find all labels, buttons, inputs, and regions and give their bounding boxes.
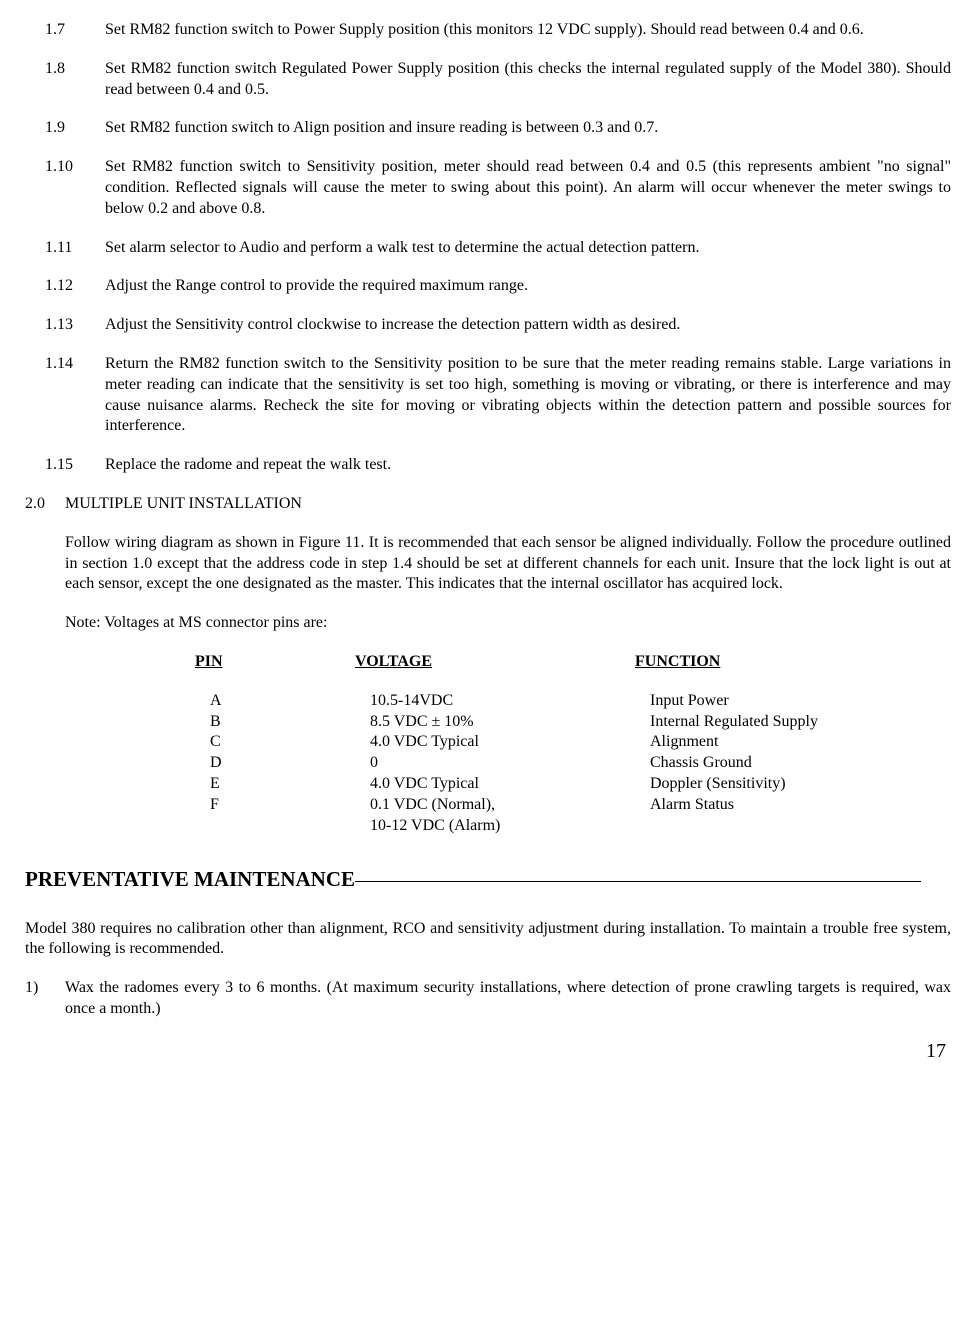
main-heading: PREVENTATIVE MAINTENANCE	[25, 866, 951, 893]
section-paragraph: Follow wiring diagram as shown in Figure…	[25, 533, 951, 595]
cell-function: Chassis Ground	[650, 753, 951, 774]
cell-pin: F	[195, 795, 370, 816]
cell-function: Doppler (Sensitivity)	[650, 774, 951, 795]
cell-function: Alarm Status	[650, 795, 951, 816]
item-text: Set RM82 function switch to Align positi…	[105, 118, 951, 139]
numbered-list: 1.7 Set RM82 function switch to Power Su…	[25, 20, 951, 476]
cell-voltage: 0	[370, 753, 650, 774]
cell-pin: E	[195, 774, 370, 795]
cell-function: Input Power	[650, 691, 951, 712]
cell-pin: A	[195, 691, 370, 712]
item-text: Adjust the Range control to provide the …	[105, 276, 951, 297]
item-number: 1.7	[25, 20, 105, 41]
item-text: Adjust the Sensitivity control clockwise…	[105, 315, 951, 336]
section-title: MULTIPLE UNIT INSTALLATION	[65, 494, 951, 515]
table-row: 10-12 VDC (Alarm)	[195, 816, 951, 837]
cell-pin: C	[195, 732, 370, 753]
cell-voltage: 10.5-14VDC	[370, 691, 650, 712]
list-item: 1.15 Replace the radome and repeat the w…	[25, 455, 951, 476]
cell-voltage: 4.0 VDC Typical	[370, 774, 650, 795]
header-pin: PIN	[195, 652, 355, 673]
list-item: 1.11 Set alarm selector to Audio and per…	[25, 238, 951, 259]
list-item: 1.12 Adjust the Range control to provide…	[25, 276, 951, 297]
cell-voltage: 8.5 VDC ± 10%	[370, 712, 650, 733]
item-number: 1.10	[25, 157, 105, 219]
header-voltage: VOLTAGE	[355, 652, 635, 673]
item-number: 1.13	[25, 315, 105, 336]
maintenance-item: 1) Wax the radomes every 3 to 6 months. …	[25, 978, 951, 1020]
cell-pin	[195, 816, 370, 837]
table-header-row: PIN VOLTAGE FUNCTION	[195, 652, 951, 673]
list-item: 1.9 Set RM82 function switch to Align po…	[25, 118, 951, 139]
item-text: Set alarm selector to Audio and perform …	[105, 238, 951, 259]
table-row: A 10.5-14VDC Input Power	[195, 691, 951, 712]
cell-pin: D	[195, 753, 370, 774]
table-row: E 4.0 VDC Typical Doppler (Sensitivity)	[195, 774, 951, 795]
item-text: Set RM82 function switch to Sensitivity …	[105, 157, 951, 219]
maintenance-paragraph: Model 380 requires no calibration other …	[25, 919, 951, 961]
table-row: D 0 Chassis Ground	[195, 753, 951, 774]
heading-underline	[355, 881, 921, 882]
heading-text: PREVENTATIVE MAINTENANCE	[25, 866, 355, 893]
item-number: 1.11	[25, 238, 105, 259]
cell-function	[650, 816, 951, 837]
item-text: Replace the radome and repeat the walk t…	[105, 455, 951, 476]
cell-pin: B	[195, 712, 370, 733]
header-function: FUNCTION	[635, 652, 951, 673]
item-number: 1.15	[25, 455, 105, 476]
item-number: 1.9	[25, 118, 105, 139]
list-item: 1.13 Adjust the Sensitivity control cloc…	[25, 315, 951, 336]
item-text: Set RM82 function switch to Power Supply…	[105, 20, 951, 41]
list-item: 1.14 Return the RM82 function switch to …	[25, 354, 951, 437]
maint-item-number: 1)	[25, 978, 65, 1020]
note-text: Note: Voltages at MS connector pins are:	[25, 613, 951, 634]
item-text: Return the RM82 function switch to the S…	[105, 354, 951, 437]
table-row: B 8.5 VDC ± 10% Internal Regulated Suppl…	[195, 712, 951, 733]
list-item: 1.7 Set RM82 function switch to Power Su…	[25, 20, 951, 41]
item-number: 1.14	[25, 354, 105, 437]
section-number: 2.0	[25, 494, 65, 515]
cell-voltage: 4.0 VDC Typical	[370, 732, 650, 753]
page-number: 17	[25, 1038, 951, 1064]
item-number: 1.8	[25, 59, 105, 101]
cell-function: Alignment	[650, 732, 951, 753]
list-item: 1.10 Set RM82 function switch to Sensiti…	[25, 157, 951, 219]
cell-voltage: 0.1 VDC (Normal),	[370, 795, 650, 816]
maint-item-text: Wax the radomes every 3 to 6 months. (At…	[65, 978, 951, 1020]
table-row: F 0.1 VDC (Normal), Alarm Status	[195, 795, 951, 816]
cell-function: Internal Regulated Supply	[650, 712, 951, 733]
list-item: 1.8 Set RM82 function switch Regulated P…	[25, 59, 951, 101]
item-text: Set RM82 function switch Regulated Power…	[105, 59, 951, 101]
section-header: 2.0 MULTIPLE UNIT INSTALLATION	[25, 494, 951, 515]
item-number: 1.12	[25, 276, 105, 297]
pin-table: PIN VOLTAGE FUNCTION A 10.5-14VDC Input …	[25, 652, 951, 836]
table-row: C 4.0 VDC Typical Alignment	[195, 732, 951, 753]
cell-voltage-extra: 10-12 VDC (Alarm)	[370, 816, 650, 837]
